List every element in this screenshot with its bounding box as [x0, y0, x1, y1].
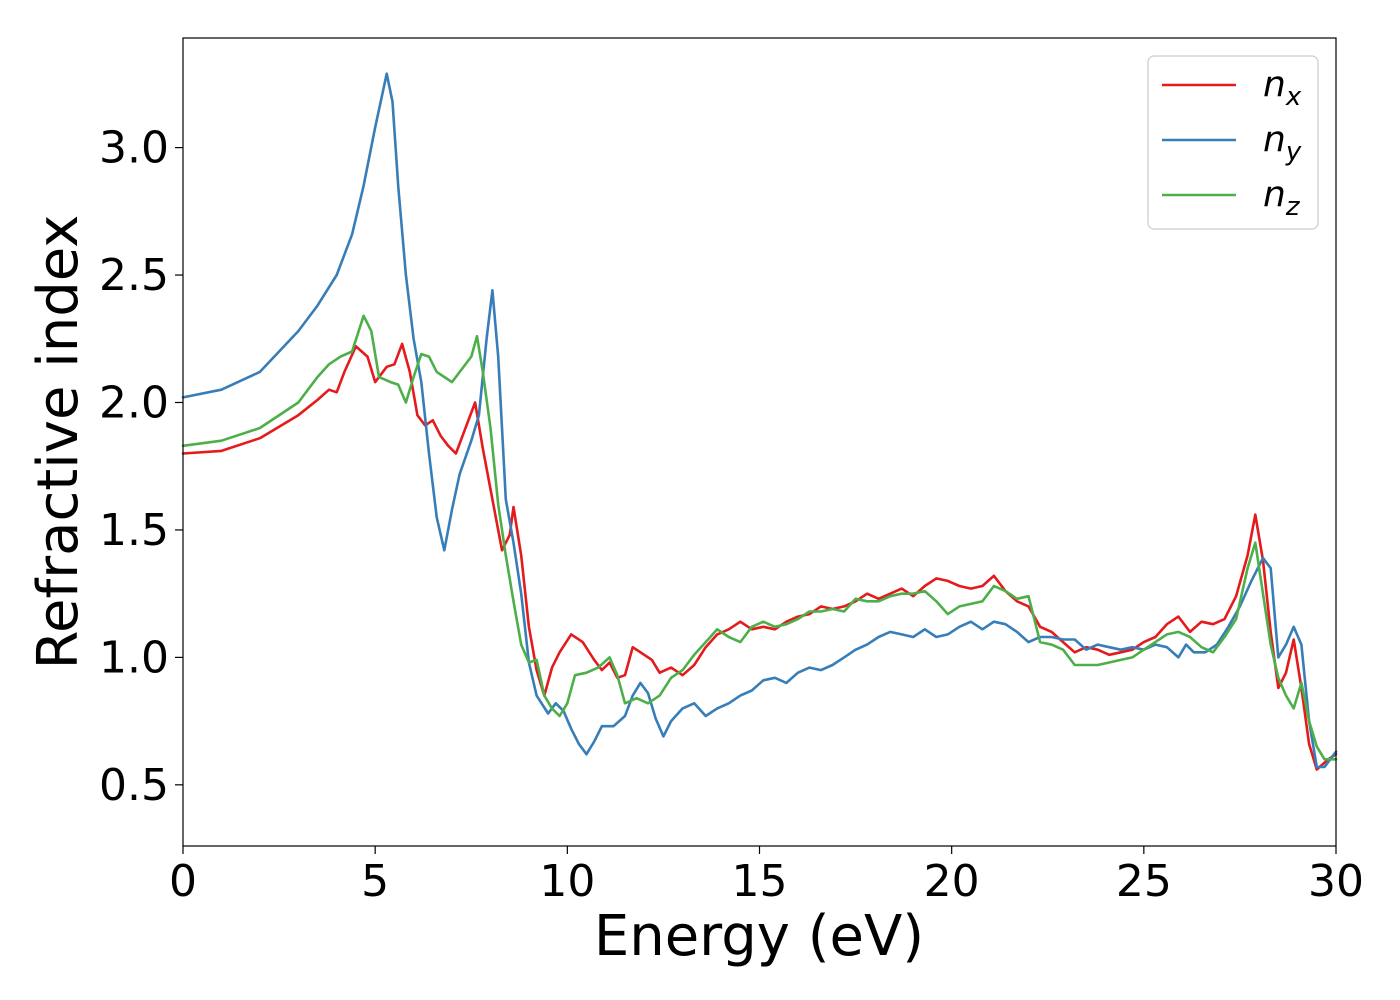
legend-label-base: n [1263, 64, 1286, 105]
y-tick-label: 3.0 [99, 123, 169, 174]
legend-label-x: nx [1263, 64, 1302, 112]
series-line-z [181, 314, 1338, 761]
x-tick-label: 10 [539, 856, 595, 907]
legend-label-subscript: z [1285, 192, 1301, 222]
x-tick-label: 5 [361, 856, 389, 907]
y-tick-label: 1.0 [99, 632, 169, 683]
legend-label-subscript: x [1285, 82, 1302, 112]
y-tick-label: 1.5 [99, 505, 169, 556]
y-tick-label: 2.0 [99, 377, 169, 428]
x-axis-label: Energy (eV) [594, 904, 924, 969]
legend-box [1147, 55, 1319, 230]
legend-label-y: ny [1263, 119, 1302, 167]
ticks-layer: 0 5 10 15 20 25 30 0.5 1.0 1.5 2.0 2.5 3.0 [99, 123, 1364, 907]
x-tick-label: 30 [1308, 856, 1364, 907]
y-axis-label: Refractive index [26, 215, 91, 670]
x-tick-label: 15 [732, 856, 788, 907]
y-tick-label: 2.5 [99, 250, 169, 301]
x-tick-label: 25 [1116, 856, 1172, 907]
y-tick-label: 0.5 [99, 760, 169, 811]
series-line-x [181, 342, 1338, 771]
legend-label-subscript: y [1285, 137, 1302, 167]
series-line-y [181, 72, 1338, 769]
x-tick-label: 20 [924, 856, 980, 907]
series-layer [181, 72, 1338, 771]
legend-label-z: nz [1263, 174, 1301, 222]
x-tick-label: 0 [169, 856, 197, 907]
legend-label-base: n [1263, 119, 1286, 160]
legend-label-base: n [1263, 174, 1286, 215]
